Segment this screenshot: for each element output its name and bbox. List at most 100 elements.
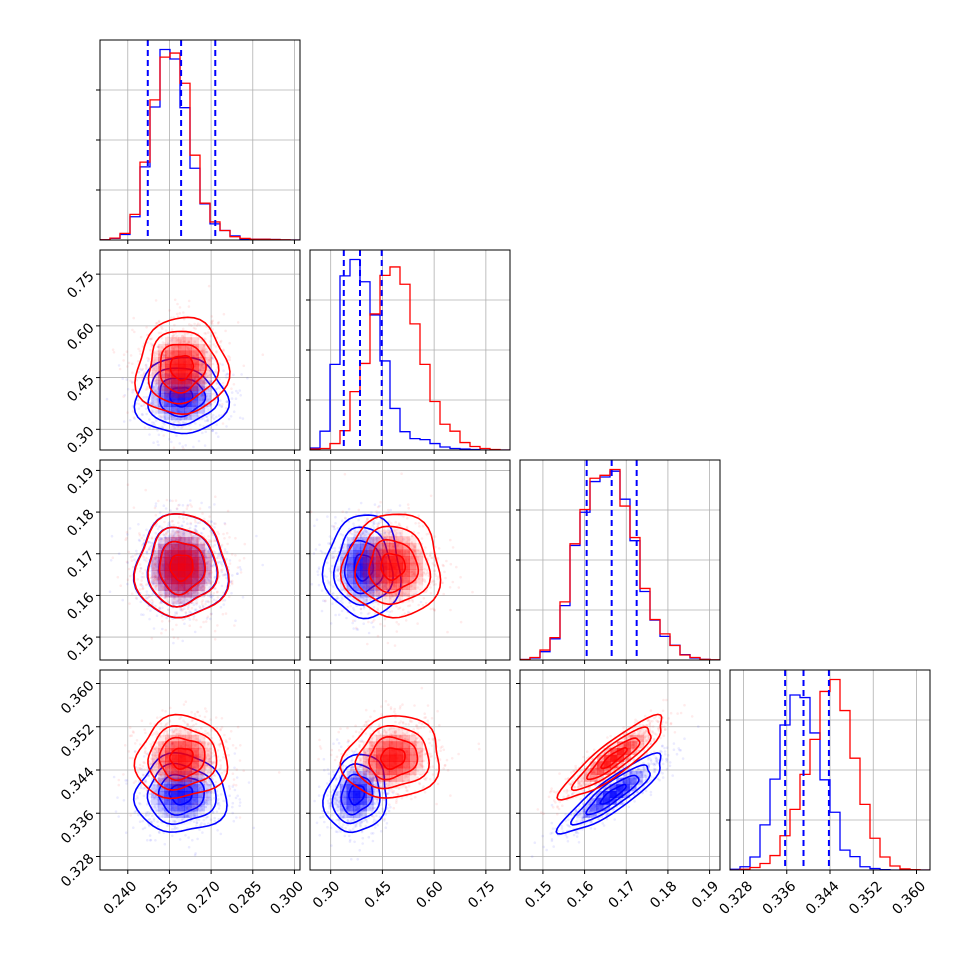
- scatter-point: [155, 400, 158, 404]
- scatter-point: [193, 401, 196, 404]
- scatter-point: [410, 534, 414, 538]
- scatter-point: [445, 559, 448, 563]
- density-cell: [191, 337, 199, 345]
- scatter-point: [352, 608, 356, 612]
- scatter-point: [341, 597, 344, 601]
- scatter-point: [154, 583, 158, 586]
- scatter-point: [211, 580, 214, 583]
- scatter-point: [183, 617, 186, 620]
- scatter-point: [198, 323, 202, 327]
- scatter-point: [193, 527, 197, 531]
- scatter-point: [428, 554, 432, 557]
- scatter-point: [358, 526, 361, 529]
- density-cell: [157, 577, 165, 585]
- scatter-point: [191, 537, 194, 541]
- scatter-point: [145, 396, 148, 399]
- scatter-point: [370, 573, 373, 576]
- scatter-point: [329, 569, 332, 573]
- scatter-point: [178, 600, 181, 604]
- density-cell: [185, 550, 192, 558]
- scatter-point: [210, 561, 214, 564]
- scatter-point: [341, 510, 345, 513]
- scatter-point: [376, 524, 380, 528]
- scatter-point: [359, 607, 363, 611]
- scatter-point: [201, 562, 204, 566]
- density-cell: [185, 570, 192, 578]
- scatter-point: [161, 373, 165, 377]
- scatter-point: [394, 593, 398, 597]
- scatter-point: [331, 550, 335, 554]
- scatter-point: [410, 570, 414, 574]
- scatter-point: [362, 597, 366, 601]
- scatter-point: [178, 538, 182, 542]
- scatter-point: [172, 636, 176, 640]
- density-cell: [184, 590, 192, 598]
- scatter-point: [385, 609, 389, 613]
- scatter-point: [425, 601, 428, 605]
- scatter-point: [171, 827, 174, 831]
- scatter-point: [175, 507, 179, 510]
- scatter-point: [160, 345, 164, 349]
- scatter-point: [157, 345, 160, 349]
- scatter-point: [320, 609, 324, 613]
- scatter-point: [205, 593, 209, 596]
- scatter-point: [161, 376, 165, 380]
- density-cell: [158, 357, 166, 365]
- contour-line: [380, 552, 406, 582]
- scatter-point: [198, 521, 202, 524]
- density-cell: [165, 590, 172, 598]
- scatter-point: [149, 374, 153, 378]
- histogram-red: [310, 266, 510, 450]
- density-cell: [177, 530, 185, 538]
- scatter-point: [125, 350, 129, 354]
- scatter-point: [174, 611, 177, 614]
- scatter-point: [179, 537, 182, 540]
- scatter-point: [154, 378, 158, 382]
- scatter-point: [379, 518, 383, 522]
- scatter-point: [215, 381, 219, 385]
- scatter-point: [409, 579, 413, 583]
- scatter-point: [371, 521, 375, 524]
- scatter-point: [131, 371, 134, 375]
- scatter-point: [148, 545, 151, 549]
- scatter-point: [229, 415, 233, 418]
- scatter-point: [168, 535, 171, 539]
- scatter-point: [209, 595, 212, 598]
- scatter-point: [179, 418, 182, 421]
- scatter-point: [156, 577, 160, 581]
- scatter-point: [140, 613, 143, 616]
- scatter-point: [128, 527, 132, 530]
- scatter-point: [202, 344, 206, 348]
- scatter-point: [230, 397, 234, 400]
- scatter-point: [212, 539, 215, 543]
- scatter-point: [159, 546, 163, 550]
- scatter-point: [223, 599, 227, 602]
- scatter-point: [373, 592, 377, 595]
- scatter-point: [186, 503, 190, 507]
- scatter-point: [210, 564, 213, 567]
- scatter-point: [363, 586, 367, 589]
- scatter-point: [379, 547, 383, 551]
- scatter-point: [368, 611, 371, 615]
- scatter-point: [221, 574, 225, 577]
- scatter-point: [222, 591, 225, 595]
- scatter-point: [205, 617, 209, 620]
- scatter-point: [347, 544, 351, 547]
- scatter-point: [334, 576, 338, 579]
- scatter-point: [354, 585, 358, 589]
- scatter-point: [170, 536, 174, 539]
- scatter-point: [159, 594, 163, 597]
- scatter-point: [208, 572, 212, 576]
- scatter-point: [141, 413, 144, 417]
- scatter-point: [160, 620, 164, 623]
- scatter-point: [173, 614, 177, 617]
- density-cell: [165, 343, 172, 351]
- density-cell: [171, 343, 179, 351]
- scatter-point: [183, 332, 187, 336]
- scatter-point: [419, 563, 422, 566]
- scatter-point: [171, 334, 174, 338]
- density-cell: [185, 383, 192, 391]
- density-cell: [185, 337, 192, 345]
- scatter-point: [398, 606, 402, 610]
- scatter-point: [326, 561, 329, 565]
